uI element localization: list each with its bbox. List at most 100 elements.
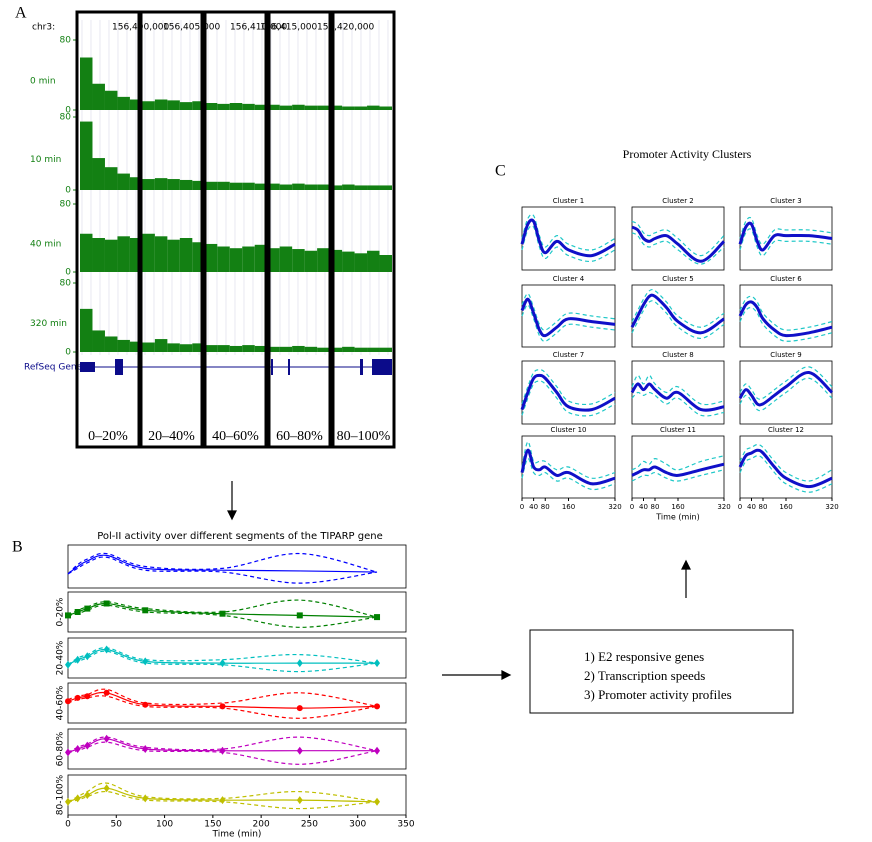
series-line <box>67 599 378 618</box>
position-label: 156,420,000 <box>317 23 375 33</box>
signal-bar <box>379 185 392 190</box>
marker <box>296 796 303 805</box>
signal-bar <box>329 347 343 352</box>
signal-bar <box>217 103 230 110</box>
track-label: 10 min <box>30 155 61 165</box>
signal-bar <box>317 105 330 110</box>
signal-bar <box>104 167 118 190</box>
signal-bar <box>154 99 168 110</box>
series-line <box>521 380 616 417</box>
signal-bar <box>80 121 93 190</box>
panel-title: Cluster 10 <box>551 426 587 434</box>
plot-frame <box>67 728 407 770</box>
y-label: 60-80% <box>56 731 66 766</box>
signal-bar <box>304 250 318 272</box>
series-line <box>738 371 834 407</box>
signal-bar <box>342 184 355 190</box>
signal-bar <box>179 344 193 352</box>
series-line <box>521 304 616 342</box>
series-line <box>67 736 378 753</box>
signal-bar <box>179 179 193 190</box>
series-line <box>739 306 833 342</box>
y-label: 80-100% <box>56 774 66 815</box>
signal-bar <box>154 236 168 272</box>
position-label: 156,405,000 <box>163 23 221 33</box>
summary-item: 1) E2 responsive genes <box>584 649 704 664</box>
x-label: Time (min) <box>212 830 262 840</box>
signal-bar <box>354 106 368 110</box>
track-label: 40 min <box>30 240 61 250</box>
panel-title: Cluster 1 <box>553 197 585 205</box>
plot-frame <box>521 284 616 348</box>
series-line <box>739 295 833 331</box>
panel-title: Cluster 9 <box>770 351 802 359</box>
signal-bar <box>167 179 180 190</box>
y-label: 40-60% <box>56 685 66 720</box>
signal-bar <box>317 184 330 190</box>
gene-exon <box>271 359 273 375</box>
signal-bar <box>329 105 343 110</box>
signal-bar <box>217 345 230 352</box>
series-line <box>631 374 725 406</box>
signal-bar <box>154 178 168 190</box>
panel-title: Cluster 4 <box>553 275 585 283</box>
gene-exon <box>360 359 363 375</box>
series-line <box>521 293 616 331</box>
series-line <box>67 695 378 719</box>
signal-bar <box>229 345 243 352</box>
x-tick-label: 320 <box>608 503 621 511</box>
series-line <box>631 288 725 328</box>
signal-bar <box>267 104 280 110</box>
signal-bar <box>267 346 280 352</box>
plot-frame <box>631 284 725 348</box>
x-tick-label: 250 <box>301 820 318 830</box>
chart-title: Pol-II activity over different segments … <box>97 531 383 542</box>
signal-bar <box>292 104 305 110</box>
signal-bar <box>167 343 180 352</box>
signal-bar <box>242 345 255 352</box>
series-line <box>631 220 725 257</box>
signal-bar <box>217 246 230 272</box>
track-label: 0 min <box>30 77 56 87</box>
series-line <box>67 604 378 628</box>
y-tick-label: 0 <box>65 186 71 196</box>
marker <box>103 689 110 696</box>
signal-bar <box>242 103 255 110</box>
signal-bar <box>279 346 293 352</box>
series-line <box>67 790 378 810</box>
signal-bar <box>129 341 143 352</box>
position-label: 156,415,000 <box>260 23 318 33</box>
x-tick-label: 0 <box>520 503 524 511</box>
signal-bar <box>354 253 368 272</box>
series-line <box>67 688 378 707</box>
signal-bar <box>354 347 368 352</box>
signal-bar <box>92 83 105 110</box>
series-line <box>738 221 833 252</box>
signal-bar <box>142 233 155 272</box>
signal-bar <box>80 233 93 272</box>
signal-bar <box>229 248 243 272</box>
signal-bar <box>204 181 218 190</box>
panel-title: Cluster 7 <box>553 351 585 359</box>
marker <box>142 607 149 614</box>
arrow-head <box>227 510 237 521</box>
panel-title: Cluster 8 <box>662 351 694 359</box>
arrow-head <box>501 670 512 680</box>
segment-label: 0–20% <box>88 429 128 444</box>
signal-bar <box>254 104 268 110</box>
plot-frame <box>521 360 616 425</box>
series-line <box>521 441 616 479</box>
signal-bar <box>367 347 380 352</box>
signal-bar <box>179 238 193 272</box>
marker <box>74 609 81 615</box>
signal-bar <box>254 345 268 352</box>
x-tick-label: 200 <box>253 820 270 830</box>
x-tick-label: 100 <box>156 820 173 830</box>
x-tick-label: 80 <box>541 503 550 511</box>
series-line <box>631 225 726 263</box>
signal-bar <box>142 101 155 110</box>
summary-item: 3) Promoter activity profiles <box>584 687 732 702</box>
track-label: 320 min <box>30 319 67 329</box>
y-tick-label: 80 <box>60 279 72 289</box>
signal-bar <box>254 244 268 272</box>
